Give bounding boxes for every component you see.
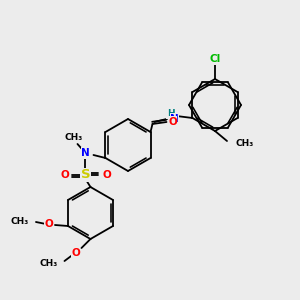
Text: O: O	[168, 117, 177, 127]
Text: CH₃: CH₃	[39, 260, 58, 268]
Text: N: N	[81, 148, 90, 158]
Text: O: O	[102, 170, 111, 180]
Text: O: O	[71, 248, 80, 258]
Text: N: N	[170, 114, 179, 124]
Text: O: O	[45, 219, 53, 229]
Text: H: H	[167, 110, 174, 118]
Text: S: S	[81, 169, 90, 182]
Text: CH₃: CH₃	[11, 217, 29, 226]
Text: CH₃: CH₃	[235, 140, 253, 148]
Text: O: O	[60, 170, 69, 180]
Text: CH₃: CH₃	[64, 133, 82, 142]
Text: Cl: Cl	[209, 54, 220, 64]
